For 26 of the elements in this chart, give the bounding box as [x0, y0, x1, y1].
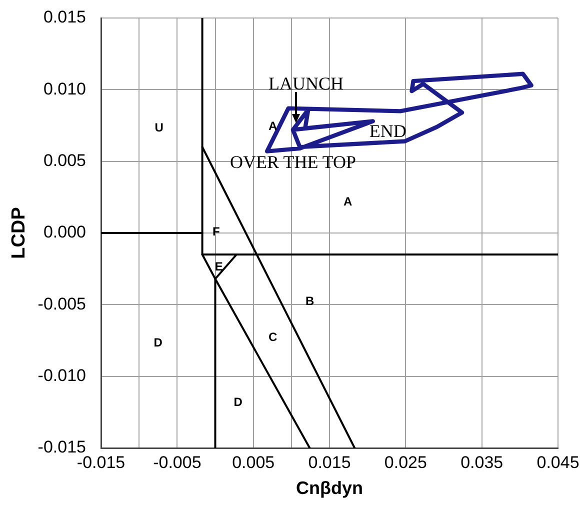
x-tick-label: 0.015 — [308, 452, 351, 472]
x-tick-label: 0.045 — [536, 452, 580, 472]
y-tick-label: -0.005 — [38, 294, 86, 314]
annotation: A — [268, 119, 278, 134]
annotation: END — [369, 120, 406, 141]
annotation: F — [212, 224, 220, 238]
x-tick-label: 0.035 — [460, 452, 504, 472]
x-axis-title: Cnβdyn — [296, 478, 363, 498]
y-tick-label: 0.000 — [43, 222, 86, 242]
annotation: D — [154, 335, 163, 350]
y-axis-title: LCDP — [8, 206, 30, 259]
x-tick-label: -0.005 — [153, 452, 202, 472]
annotation: C — [268, 330, 278, 344]
y-tick-label: 0.010 — [43, 79, 86, 98]
y-tick-label: 0.005 — [43, 151, 86, 170]
annotation: OVER THE TOP — [230, 152, 356, 172]
annotation: D — [234, 395, 243, 410]
y-tick-label: 0.015 — [43, 8, 86, 27]
y-tick-label: -0.010 — [38, 366, 86, 386]
annotation: A — [343, 194, 352, 208]
x-tick-label: 0.025 — [384, 452, 427, 472]
annotation: U — [154, 120, 164, 134]
annotation: E — [214, 259, 223, 274]
annotation: LAUNCH — [268, 73, 344, 94]
x-tick-label: 0.005 — [232, 452, 275, 472]
annotation: B — [306, 294, 315, 308]
